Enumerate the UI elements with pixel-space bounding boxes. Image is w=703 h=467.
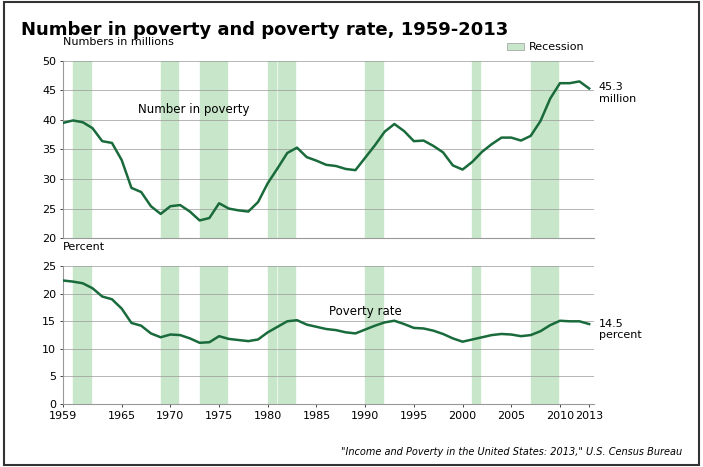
Text: Percent: Percent bbox=[63, 242, 105, 252]
Text: "Income and Poverty in the United States: 2013," U.S. Census Bureau: "Income and Poverty in the United States… bbox=[341, 447, 682, 457]
Text: 45.3
million: 45.3 million bbox=[599, 83, 636, 104]
Bar bbox=[268, 266, 276, 404]
Text: 14.5
percent: 14.5 percent bbox=[599, 319, 642, 340]
Bar bbox=[200, 266, 227, 404]
Bar bbox=[278, 266, 295, 404]
Bar bbox=[472, 61, 480, 238]
Bar bbox=[73, 61, 91, 238]
Bar bbox=[161, 61, 178, 238]
Bar bbox=[73, 266, 91, 404]
Bar bbox=[531, 266, 558, 404]
Bar bbox=[161, 266, 178, 404]
Bar bbox=[200, 61, 227, 238]
Bar bbox=[365, 266, 382, 404]
Bar bbox=[278, 61, 295, 238]
Bar bbox=[472, 266, 480, 404]
Bar bbox=[268, 61, 276, 238]
Bar bbox=[365, 61, 382, 238]
Text: Number in poverty and poverty rate, 1959-2013: Number in poverty and poverty rate, 1959… bbox=[21, 21, 508, 39]
Text: Numbers in millions: Numbers in millions bbox=[63, 36, 174, 47]
Text: Poverty rate: Poverty rate bbox=[328, 305, 401, 318]
Bar bbox=[531, 61, 558, 238]
Text: Number in poverty: Number in poverty bbox=[138, 103, 249, 116]
Legend: Recession: Recession bbox=[503, 38, 588, 57]
